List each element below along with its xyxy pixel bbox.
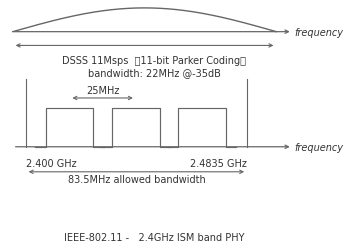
- Text: frequency: frequency: [294, 142, 343, 152]
- Text: bandwidth: 22MHz @-35dB: bandwidth: 22MHz @-35dB: [88, 68, 221, 77]
- Text: 25MHz: 25MHz: [86, 86, 119, 96]
- Text: 83.5MHz allowed bandwidth: 83.5MHz allowed bandwidth: [68, 175, 205, 184]
- Text: 2.400 GHz: 2.400 GHz: [26, 159, 76, 168]
- Text: IEEE-802.11 -   2.4GHz ISM band PHY: IEEE-802.11 - 2.4GHz ISM band PHY: [64, 232, 245, 242]
- Text: DSSS 11Msps  （11-bit Parker Coding）: DSSS 11Msps （11-bit Parker Coding）: [62, 56, 246, 66]
- Text: 2.4835 GHz: 2.4835 GHz: [190, 159, 247, 168]
- Text: frequency: frequency: [294, 27, 343, 38]
